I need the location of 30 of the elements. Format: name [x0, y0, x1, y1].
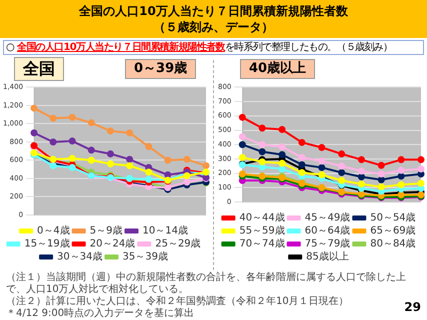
legend-label: 45～49歳: [304, 212, 350, 224]
legend-label: 50～54歳: [370, 212, 416, 224]
text: 全国: [14, 57, 64, 81]
text: 全国の人口10万人当たり７日間累積新規陽性者数: [17, 42, 225, 53]
legend-label: 85歳以上: [306, 250, 349, 263]
text: 0～39歳: [125, 59, 196, 79]
legend-label: 15～19歳: [24, 238, 70, 250]
legend-label: 35～39歳: [122, 250, 168, 263]
legend-label: 30～34歳: [57, 250, 103, 263]
legend-label: 65～69歳: [370, 224, 416, 237]
legend-label: 40～44歳: [239, 212, 285, 224]
legend-label: 20～24歳: [90, 238, 136, 250]
legend-label: 0～4歳: [37, 224, 70, 237]
text: （注２）計算に用いた人口は、令和２年国勢調査（令和２年10月１日現在）: [6, 296, 350, 308]
legend-label: 80～84歳: [370, 238, 416, 250]
text: を時系列で整理したもの。（５歳刻み）: [224, 42, 392, 53]
text: 29: [404, 300, 421, 314]
legend-label: 25～29歳: [155, 238, 201, 250]
legend-label: 75～79歳: [304, 238, 350, 250]
legend-label: 10～14歳: [142, 224, 188, 237]
chart-title: 全国の人口10万人当たり７日間累積新規陽性者数: [78, 3, 349, 19]
legend-label: 5～9歳: [90, 224, 123, 237]
legend-label: 70～74歳: [239, 238, 285, 250]
chart-subtitle: （５歳刻み、データ）: [152, 19, 274, 35]
text: ＊4/12 9:00時点の入力データを基に算出: [6, 308, 196, 320]
legend-label: 60～64歳: [304, 224, 350, 237]
legend-label: 55～59歳: [239, 224, 285, 237]
text: ○: [6, 42, 14, 53]
chart-title: 40歳以上: [240, 59, 316, 79]
text: （注１）当該期間（週）中の新規陽性者数の合計を、各年齢階層に属する人口で除した上で、人口10万人対比で相対化している。: [6, 272, 406, 296]
